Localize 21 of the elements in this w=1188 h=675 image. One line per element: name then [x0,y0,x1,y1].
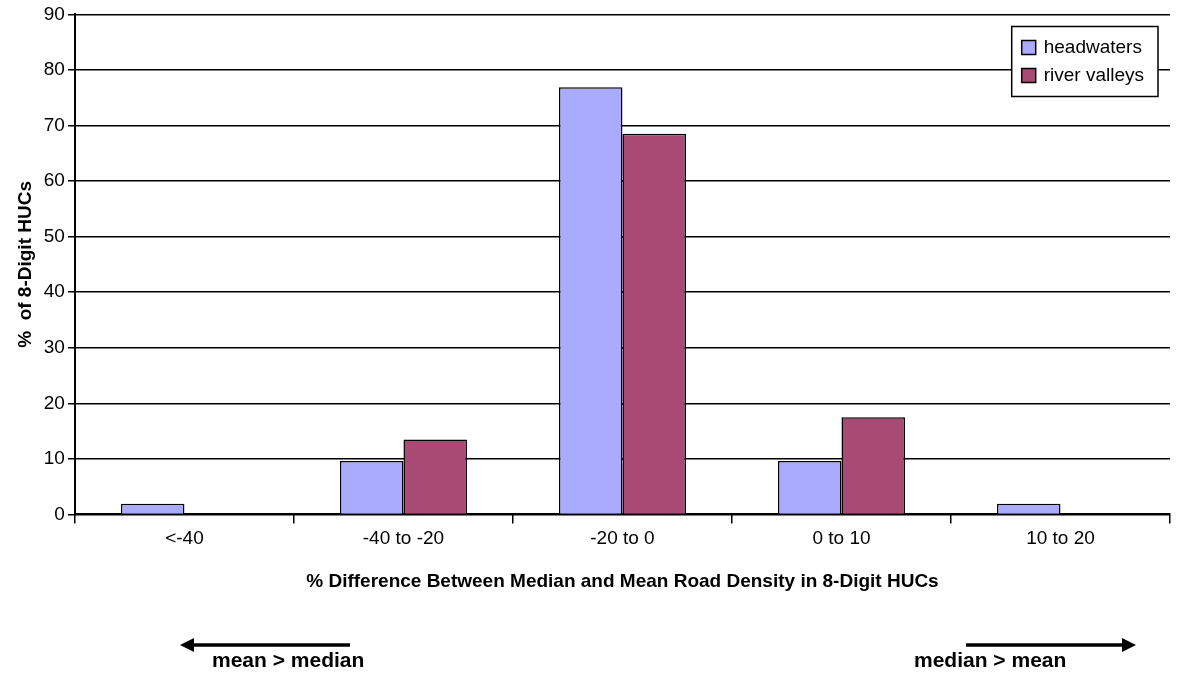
y-tick-label: 80 [43,58,65,80]
legend-label: headwaters [1043,35,1142,57]
text: mean > median [212,648,365,672]
x-tick-label: 10 to 20 [1026,527,1095,549]
x-tick-label: <-40 [165,527,204,549]
y-tick-label: 90 [43,2,65,24]
x-tick-label: 0 to 10 [812,527,871,549]
y-tick-label: 30 [43,335,65,357]
y-tick-label: 0 [54,502,65,524]
y-tick-label: 60 [43,169,65,191]
y-tick-label: 70 [43,113,65,135]
y-tick-label: 40 [43,280,65,302]
x-axis-title: % Difference Between Median and Mean Road Density in 8-Digit HUCs [306,569,939,591]
legend-label: river valleys [1043,63,1145,85]
y-axis-title: % of 8-Digit HUCs [13,181,35,348]
x-tick-label: -40 to -20 [362,527,445,549]
text: median > mean [914,648,1067,672]
x-tick-label: -20 to 0 [590,527,655,549]
y-tick-label: 20 [43,391,65,413]
y-tick-label: 10 [43,447,65,469]
y-tick-label: 50 [43,224,65,246]
